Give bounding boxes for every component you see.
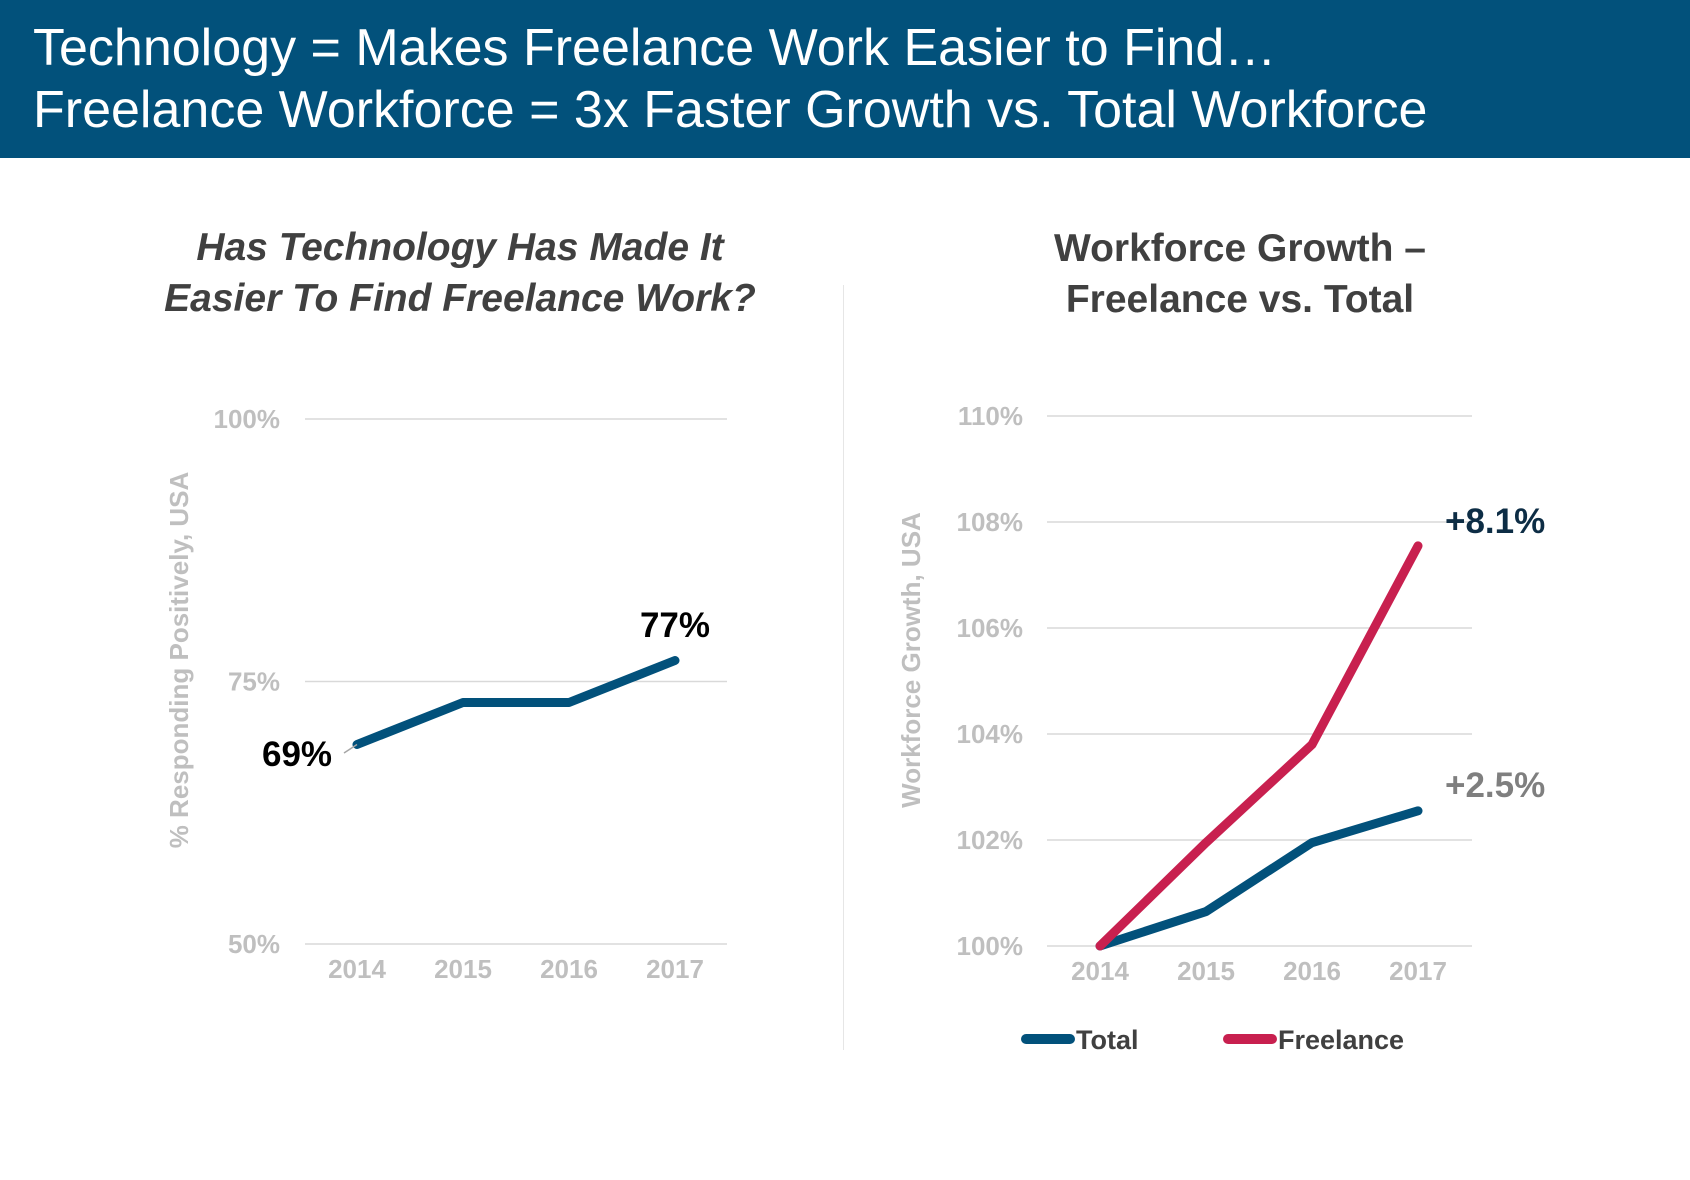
chart-2-x-tick-label: 2015: [1177, 956, 1235, 986]
chart-2-y-tick-label: 100%: [957, 931, 1024, 961]
chart-2-series-line-freelance: [1095, 541, 1423, 951]
chart-divider: [843, 285, 844, 1050]
chart-1-title: Has Technology Has Made It Easier To Fin…: [80, 222, 840, 324]
chart-2-series-line-total: [1095, 806, 1423, 951]
chart-2-y-tick-label: 102%: [957, 825, 1024, 855]
chart-1-x-tick-label: 2016: [540, 954, 598, 984]
chart-1-data-label-leader: [343, 743, 358, 754]
chart-1-data-label-2017: 77%: [640, 606, 710, 645]
chart-1-y-tick-label: 50%: [228, 929, 280, 959]
chart-1-data-label-2014: 69%: [262, 735, 332, 774]
chart-2-x-tick-label: 2016: [1283, 956, 1341, 986]
header-title-line-1: Technology = Makes Freelance Work Easier…: [33, 19, 1277, 77]
chart-2-data-label-freelance: +8.1%: [1445, 502, 1545, 541]
chart-1-title-line-1: Has Technology Has Made It: [196, 226, 724, 269]
chart-2-title: Workforce Growth – Freelance vs. Total: [880, 223, 1600, 325]
chart-2-title-line-2: Freelance vs. Total: [1065, 278, 1415, 321]
chart-1-y-axis-label: % Responding Positively, USA: [164, 471, 194, 848]
header-title-line-2: Freelance Workforce = 3x Faster Growth v…: [33, 81, 1428, 139]
chart-1-x-tick-label: 2017: [646, 954, 704, 984]
chart-2-title-line-1: Workforce Growth –: [1053, 227, 1426, 270]
chart-2-x-tick-label: 2017: [1389, 956, 1447, 986]
chart-2-y-tick-label: 108%: [957, 507, 1024, 537]
chart-1-series-line: [352, 656, 680, 749]
chart-2-y-tick-label: 104%: [957, 719, 1024, 749]
chart-2-x-tick-label: 2014: [1071, 956, 1129, 986]
chart-1-y-tick-label: 75%: [228, 667, 280, 697]
chart-2-y-tick-label: 110%: [958, 401, 1023, 431]
chart-2-data-label-total: +2.5%: [1445, 766, 1545, 805]
chart-1-title-line-2: Easier To Find Freelance Work?: [164, 277, 756, 320]
header-banner: Technology = Makes Freelance Work Easier…: [0, 0, 1690, 158]
chart-2-legend-label-freelance: Freelance: [1278, 1025, 1404, 1055]
chart-1-y-tick-label: 100%: [214, 404, 281, 434]
chart-2-y-axis-label: Workforce Growth, USA: [896, 512, 926, 808]
chart-2-legend-label-total: Total: [1076, 1025, 1139, 1055]
chart-1-x-tick-label: 2014: [328, 954, 386, 984]
chart-1-x-tick-label: 2015: [434, 954, 492, 984]
chart-2-y-tick-label: 106%: [957, 613, 1024, 643]
